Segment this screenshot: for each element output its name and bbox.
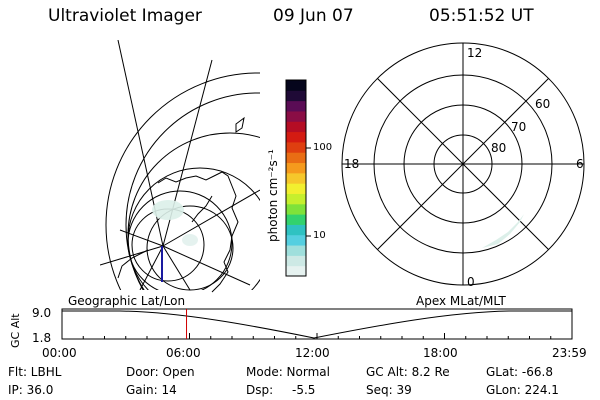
mlt-label-12: 12 [467, 46, 483, 60]
colorbar-tick-10: 10 [313, 230, 326, 241]
mlat-label-80: 80 [491, 141, 507, 155]
timeline-left-label: Geographic Lat/Lon [68, 294, 186, 308]
colorbar-cell [286, 110, 306, 122]
mlt-label-6: 6 [576, 157, 584, 171]
door-readout: Door: Open [126, 365, 195, 379]
dsp-label: Dsp: [246, 383, 274, 397]
timeline-tick-label: 23:59 [552, 346, 587, 360]
colorbar-cell [286, 203, 306, 215]
colorbar-cell [286, 255, 306, 267]
field-of-view-ellipse [146, 205, 234, 291]
map-meridian [162, 245, 191, 290]
colorbar-cell [286, 172, 306, 184]
gain-readout: Gain: 14 [126, 383, 177, 397]
timeline-tick-label: 00:00 [42, 346, 77, 360]
map-lat-circle [125, 92, 260, 290]
map-meridian [162, 245, 251, 286]
timeline-tick-label: 12:00 [295, 346, 330, 360]
header-date: 09 Jun 07 [273, 6, 354, 26]
timeline-y-top: 9.0 [32, 306, 52, 320]
map-lat-circle [127, 190, 233, 290]
colorbar-cell [286, 90, 306, 102]
mlt-label-0: 0 [467, 275, 475, 289]
mlat-label-70: 70 [511, 120, 527, 134]
colorbar-cell [286, 234, 306, 246]
mode-readout: Mode: Normal [246, 365, 330, 379]
glat-readout: GLat: -66.8 [486, 365, 553, 379]
colorbar-cell [286, 80, 306, 91]
colorbar-cell [286, 121, 306, 133]
colorbar-cell [286, 214, 306, 225]
instrument-title: Ultraviolet Imager [48, 6, 202, 26]
map-meridian [119, 229, 164, 247]
filter-readout: Flt: LBHL [8, 365, 62, 379]
aurora-glow [152, 200, 184, 220]
gc-alt-readout: GC Alt: 8.2 Re [366, 365, 450, 379]
colorbar-cell [286, 152, 306, 164]
sequence-readout: Seq: 39 [366, 383, 412, 397]
timeline-right-label: Apex MLat/MLT [416, 294, 506, 308]
map-meridian [100, 245, 164, 266]
timeline-tick-label: 06:00 [166, 346, 201, 360]
mlt-label-18: 18 [344, 157, 360, 171]
coastline [117, 116, 245, 293]
colorbar-cell [286, 224, 306, 236]
colorbar-cell [286, 131, 306, 143]
mlat-label-60: 60 [535, 97, 551, 111]
colorbar-cell [286, 265, 306, 277]
timeline-y-bottom: 1.8 [32, 331, 52, 345]
polar-diagonal [377, 78, 549, 250]
glon-readout: GLon: 224.1 [486, 383, 559, 397]
colorbar-cell [286, 162, 306, 174]
colorbar-cell [286, 141, 306, 153]
header-time: 05:51:52 UT [429, 6, 534, 26]
altitude-curve [62, 310, 572, 339]
dsp-value: -5.5 [292, 383, 316, 397]
colorbar-cell [286, 245, 306, 256]
aurora-glow [182, 234, 198, 246]
colorbar-cell [286, 193, 306, 205]
colorbar-tick-100: 100 [313, 142, 333, 153]
ip-readout: IP: 36.0 [8, 383, 54, 397]
map-lat-circle [105, 72, 260, 290]
timeline-tick-label: 18:00 [423, 346, 458, 360]
colorbar-cell [286, 100, 306, 112]
colorbar-cell [286, 183, 306, 194]
map-meridian [162, 189, 260, 247]
